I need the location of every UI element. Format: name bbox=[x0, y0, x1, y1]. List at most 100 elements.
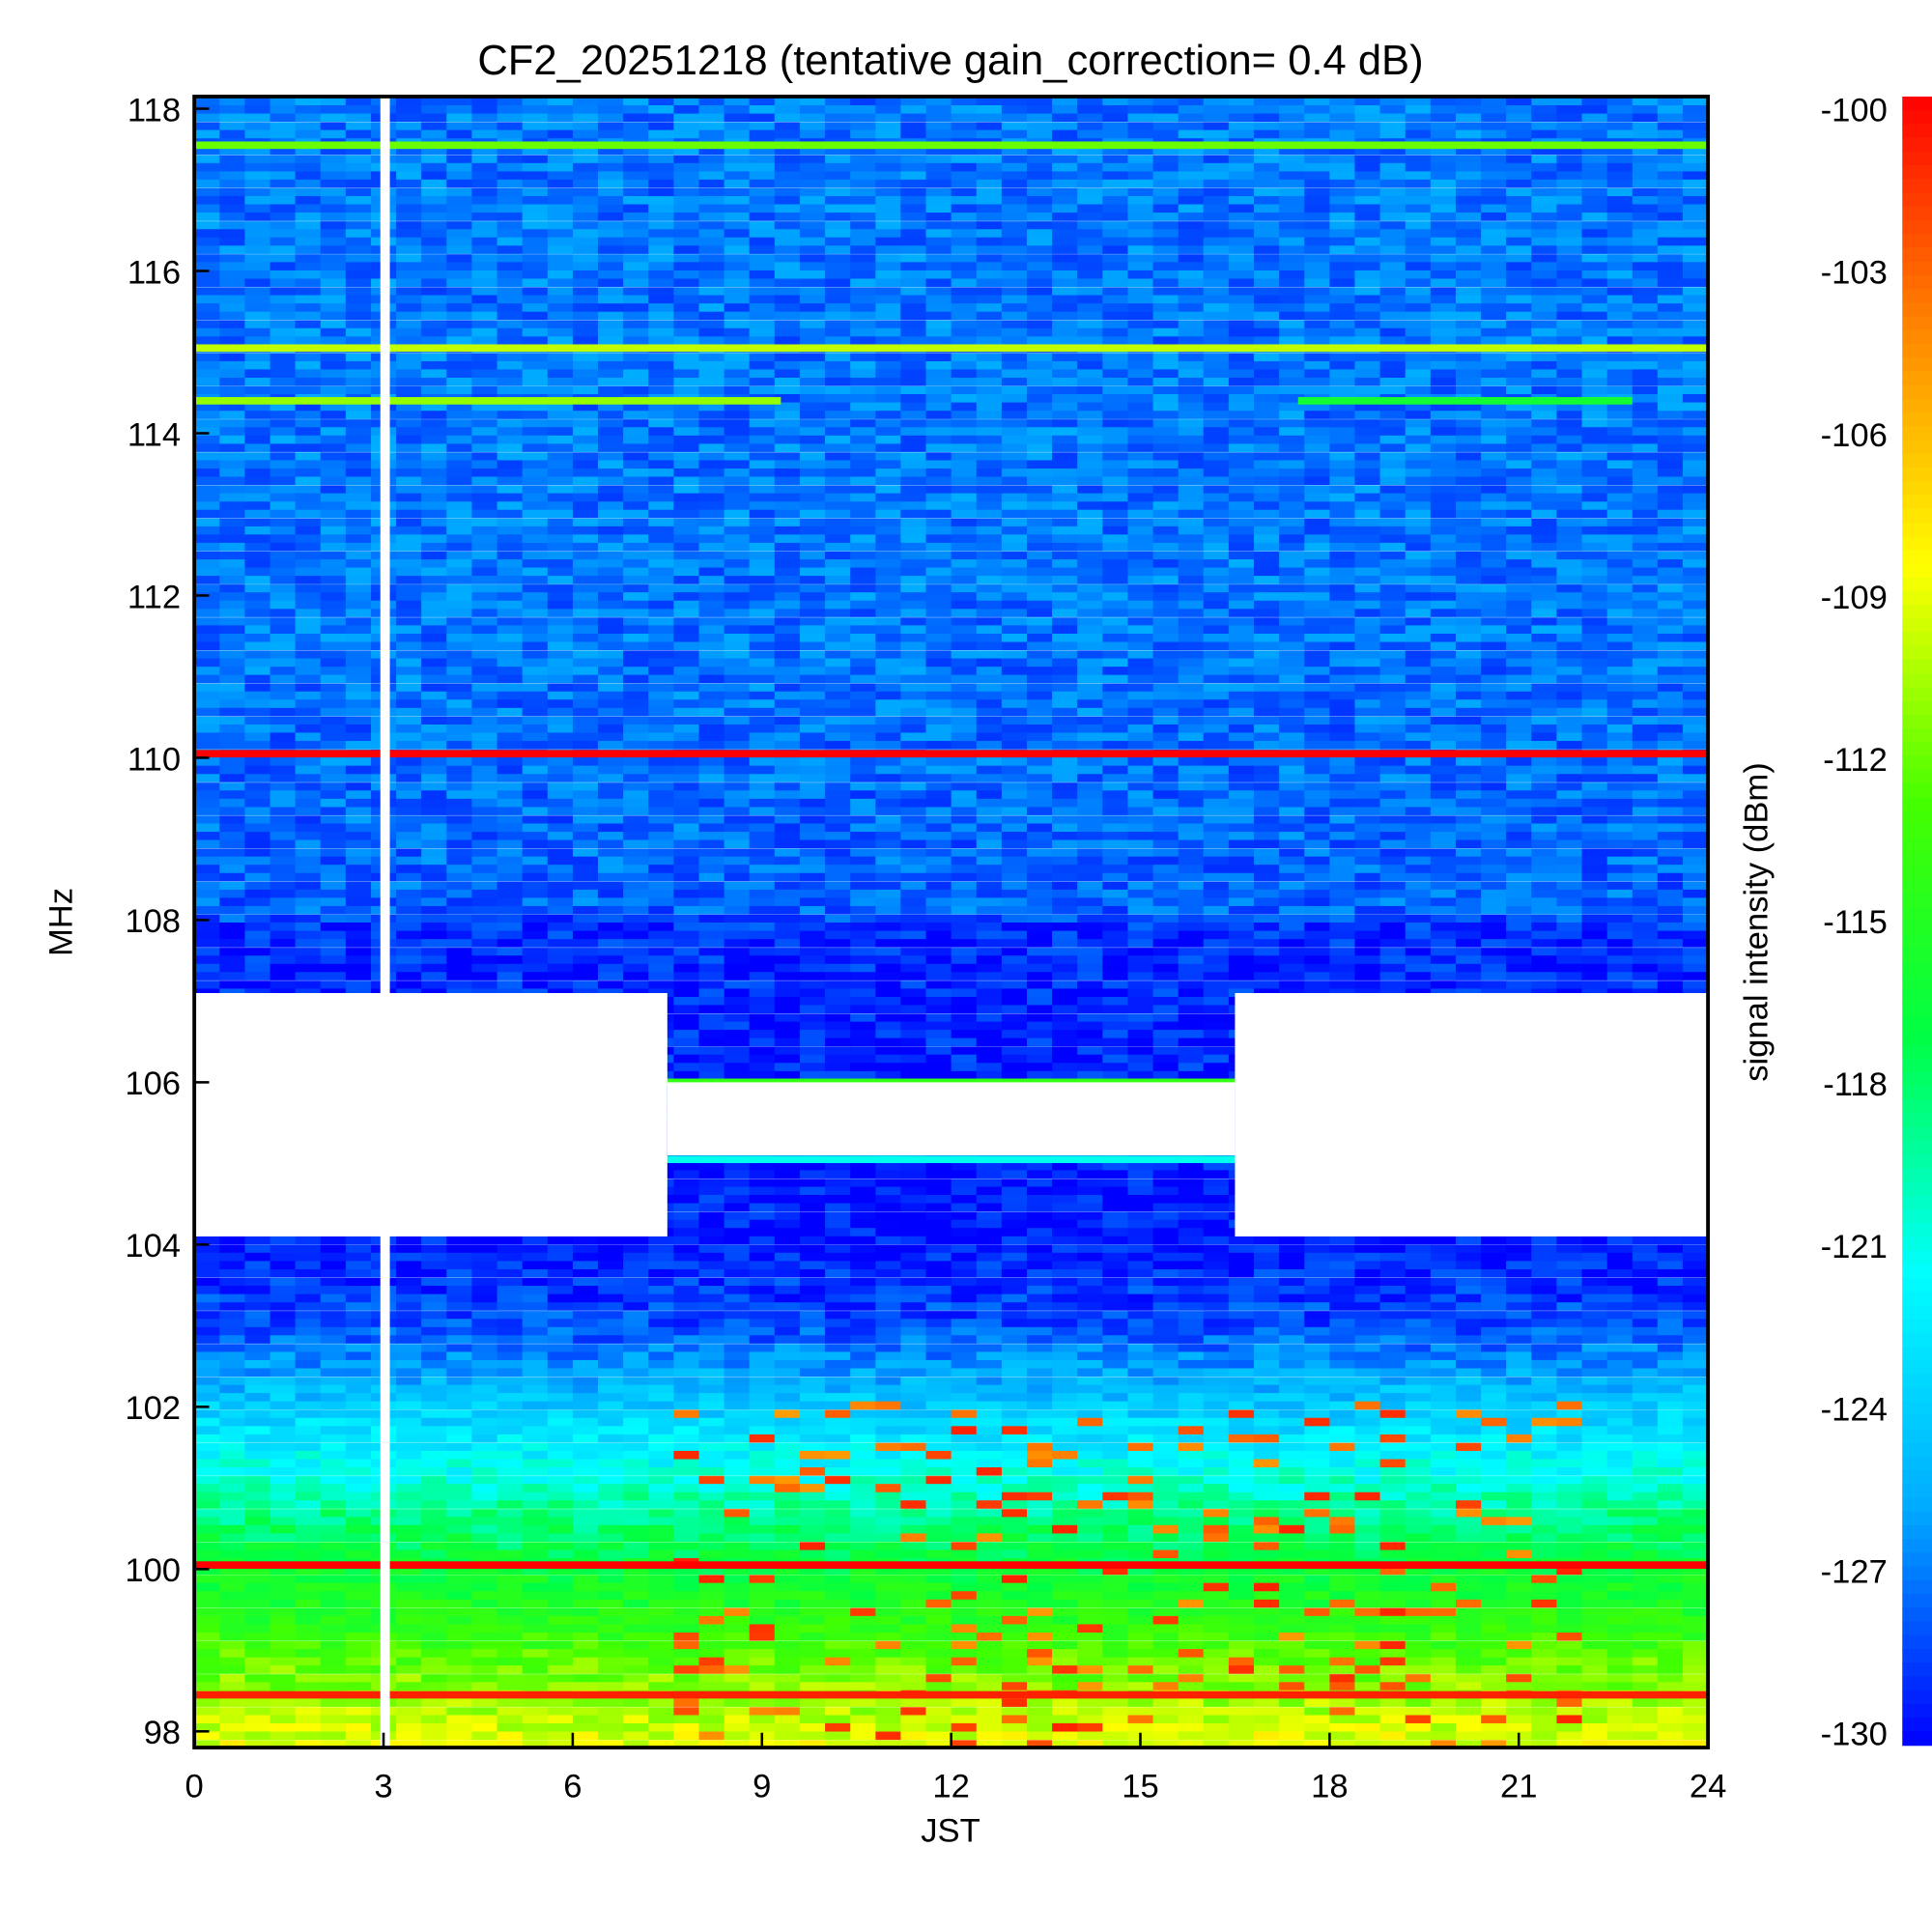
heatmap-cell bbox=[1254, 1243, 1280, 1253]
heatmap-cell bbox=[825, 1185, 851, 1195]
heatmap-cell bbox=[597, 1450, 624, 1460]
heatmap-cell bbox=[1077, 1169, 1104, 1179]
heatmap-cell bbox=[446, 1582, 473, 1592]
heatmap-cell bbox=[1102, 1326, 1129, 1336]
heatmap-cell bbox=[1657, 1450, 1684, 1460]
heatmap-cell bbox=[270, 1276, 297, 1287]
heatmap-cell bbox=[724, 1739, 751, 1748]
heatmap-cell bbox=[320, 1681, 347, 1690]
heatmap-cell bbox=[1606, 1697, 1634, 1707]
heatmap-cell bbox=[547, 1590, 574, 1600]
heatmap-cell bbox=[951, 1492, 978, 1501]
heatmap-cell bbox=[1455, 1566, 1482, 1576]
heatmap-cell bbox=[1279, 1648, 1306, 1658]
heatmap-cell bbox=[522, 1392, 549, 1402]
heatmap-cell bbox=[270, 1376, 297, 1385]
heatmap-cell bbox=[825, 1243, 851, 1253]
heatmap-cell bbox=[1506, 1492, 1533, 1501]
heatmap-cell bbox=[673, 1681, 700, 1690]
heatmap-cell bbox=[572, 1425, 599, 1435]
heatmap-cell bbox=[1606, 1548, 1634, 1559]
heatmap-cell bbox=[270, 1731, 297, 1741]
heatmap-cell bbox=[1430, 1516, 1457, 1525]
heatmap-cell bbox=[698, 1434, 725, 1443]
heatmap-cell bbox=[1304, 1450, 1331, 1460]
heatmap-cell bbox=[976, 1697, 1003, 1707]
heatmap-cell bbox=[244, 1731, 271, 1741]
heatmap-cell bbox=[1228, 1606, 1255, 1616]
heatmap-cell bbox=[597, 1648, 624, 1658]
heatmap-cell bbox=[724, 1664, 751, 1674]
heatmap-cell bbox=[572, 1376, 599, 1385]
heatmap-cell bbox=[194, 1268, 221, 1278]
heatmap-cell bbox=[673, 1599, 700, 1608]
heatmap-cell bbox=[1531, 1623, 1558, 1634]
heatmap-cell bbox=[1606, 1508, 1634, 1518]
heatmap-cell bbox=[1052, 1722, 1078, 1732]
heatmap-cell bbox=[1178, 1475, 1205, 1485]
heatmap-cell bbox=[1102, 1541, 1129, 1550]
heatmap-cell bbox=[724, 1623, 751, 1634]
heatmap-cell bbox=[850, 1194, 877, 1204]
heatmap-cell bbox=[1304, 1326, 1331, 1336]
heatmap-cell bbox=[799, 1623, 826, 1634]
heatmap-cell bbox=[1430, 1673, 1457, 1683]
heatmap-cell bbox=[1606, 1318, 1634, 1327]
heatmap-cell bbox=[825, 1574, 851, 1583]
heatmap-cell bbox=[1203, 1574, 1230, 1583]
heatmap-cell bbox=[951, 1574, 978, 1583]
heatmap-cell bbox=[1405, 1722, 1432, 1732]
heatmap-cell bbox=[774, 1392, 801, 1402]
heatmap-cell bbox=[623, 1499, 650, 1509]
heatmap-cell bbox=[1682, 1368, 1709, 1378]
heatmap-cell bbox=[724, 1203, 751, 1212]
heatmap-cell bbox=[446, 1408, 473, 1418]
heatmap-cell bbox=[875, 1590, 902, 1600]
heatmap-cell bbox=[547, 1260, 574, 1269]
heatmap-cell bbox=[774, 1326, 801, 1336]
heatmap-cell bbox=[925, 1243, 952, 1253]
heatmap-cell bbox=[446, 1615, 473, 1625]
heatmap-cell bbox=[850, 1070, 877, 1080]
heatmap-cell bbox=[194, 1350, 221, 1360]
heatmap-cell bbox=[623, 1722, 650, 1732]
heatmap-cell bbox=[1606, 1359, 1634, 1369]
heatmap-cell bbox=[320, 1334, 347, 1344]
heatmap-cell bbox=[900, 1219, 927, 1229]
heatmap-cell bbox=[497, 1664, 524, 1674]
heatmap-cell bbox=[850, 1524, 877, 1534]
heatmap-cell bbox=[1556, 1599, 1583, 1608]
heatmap-cell bbox=[1077, 1285, 1104, 1294]
heatmap-cell bbox=[1102, 1392, 1129, 1402]
heatmap-cell bbox=[1001, 1301, 1028, 1311]
heatmap-cell bbox=[1329, 1392, 1356, 1402]
heatmap-cell bbox=[1203, 1243, 1230, 1253]
heatmap-cell bbox=[1077, 1062, 1104, 1071]
heatmap-cell bbox=[1455, 1350, 1482, 1360]
heatmap-cell bbox=[1430, 1714, 1457, 1723]
heatmap-cell bbox=[1077, 1657, 1104, 1666]
heatmap-cell bbox=[1178, 1582, 1205, 1592]
heatmap-cell bbox=[774, 1219, 801, 1229]
heatmap-cell bbox=[1228, 1417, 1255, 1427]
heatmap-cell bbox=[1203, 1673, 1230, 1683]
heatmap-cell bbox=[219, 1731, 246, 1741]
heatmap-cell bbox=[547, 1508, 574, 1518]
heatmap-cell bbox=[547, 1310, 574, 1320]
heatmap-cell bbox=[1506, 1599, 1533, 1608]
heatmap-cell bbox=[673, 1458, 700, 1467]
heatmap-cell bbox=[749, 1070, 776, 1080]
heatmap-cell bbox=[1632, 1326, 1659, 1336]
heatmap-cell bbox=[623, 1640, 650, 1650]
heatmap-cell bbox=[825, 1384, 851, 1394]
heatmap-cell bbox=[194, 1499, 221, 1509]
heatmap-cell bbox=[1379, 1731, 1406, 1741]
heatmap-cell bbox=[421, 1326, 448, 1336]
heatmap-cell bbox=[194, 1376, 221, 1385]
heatmap-cell bbox=[749, 1492, 776, 1501]
heatmap-cell bbox=[850, 1178, 877, 1187]
heatmap-cell bbox=[497, 1417, 524, 1427]
heatmap-cell bbox=[673, 1350, 700, 1360]
heatmap-cell bbox=[1657, 1499, 1684, 1509]
heatmap-cell bbox=[698, 1401, 725, 1410]
